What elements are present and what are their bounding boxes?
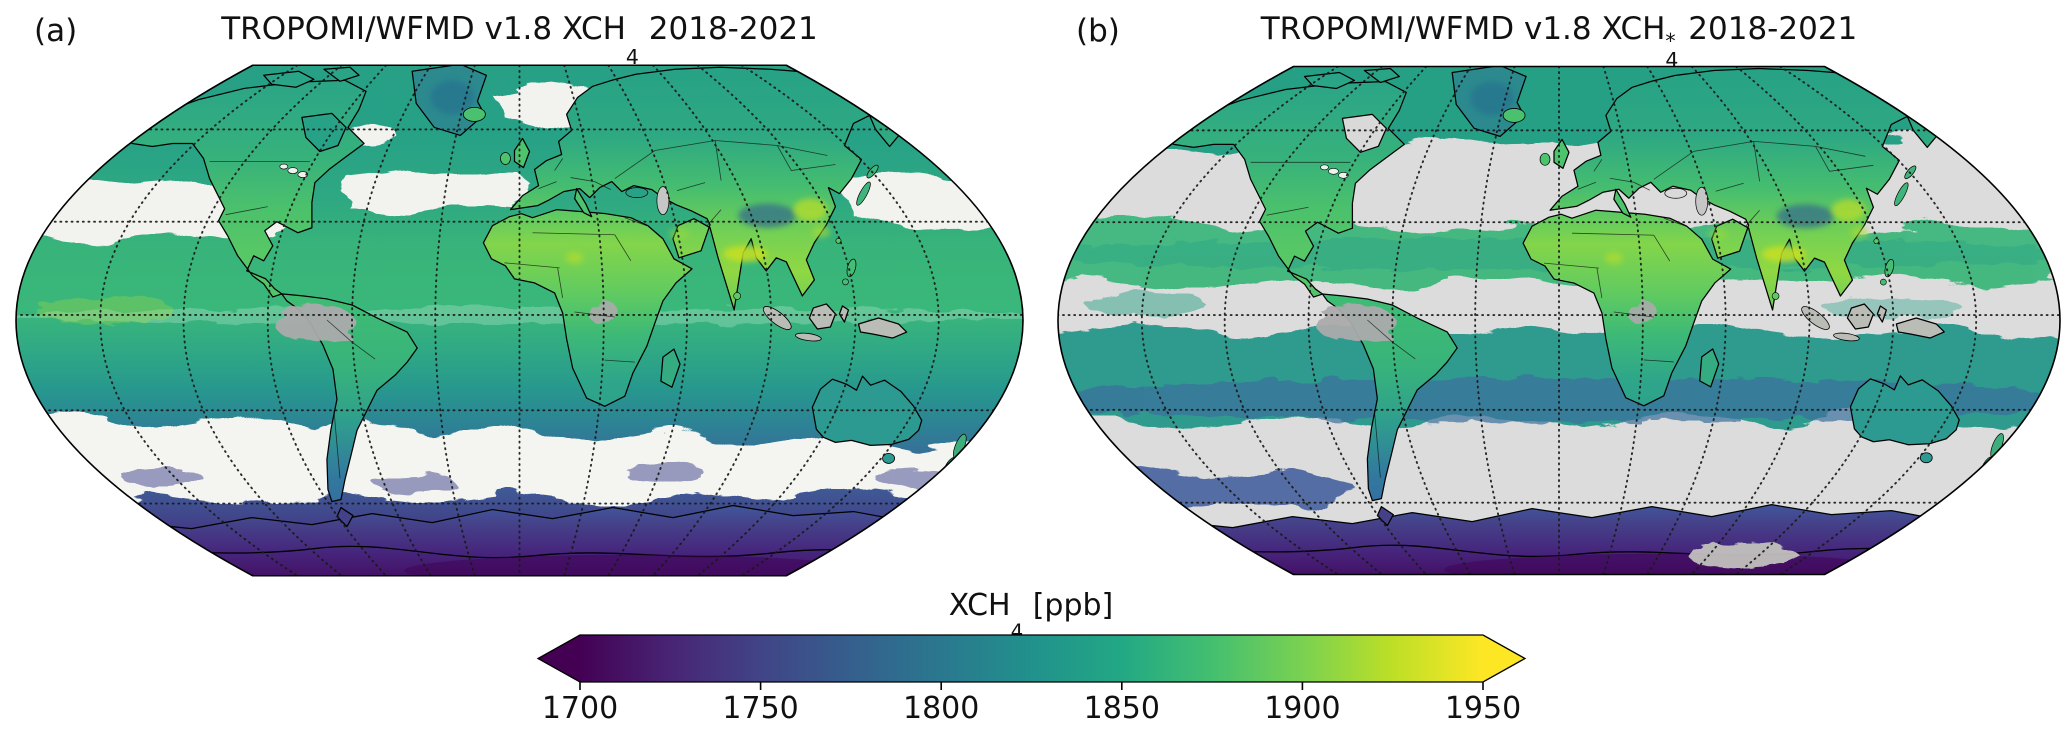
colorbar-tick-1950: 1950 — [1444, 691, 1522, 726]
panel-a-title: TROPOMI/WFMD v1.8 XCH 4 2018-2021 — [221, 11, 818, 69]
panel-b-map — [1055, 57, 2063, 584]
colorbar-extend-max-arrow — [1483, 635, 1525, 682]
panel-b-title-subscript: * 4 — [1665, 28, 1679, 72]
colorbar-tick-1900: 1900 — [1264, 691, 1341, 726]
panel-b-label: (b) — [1076, 13, 1120, 49]
colorbar-tick-1850: 1850 — [1083, 691, 1160, 726]
colorbar-tick-1700: 1700 — [541, 691, 619, 726]
panel-b-title-text: TROPOMI/WFMD v1.8 XCH — [1260, 11, 1666, 47]
world-map-b-xch4-quality-filtered — [1057, 65, 2061, 576]
colorbar-tick-1800: 1800 — [903, 691, 980, 726]
colorbar-gradient — [536, 634, 1527, 690]
panel-b-title: TROPOMI/WFMD v1.8 XCH * 4 2018-2021 — [1260, 11, 1858, 72]
colorbar-tick-marks — [579, 682, 1484, 690]
colorbar-extend-min-arrow — [538, 635, 580, 682]
colorbar-title: XCH 4 [ppb] — [948, 588, 1114, 644]
world-map-a-xch4 — [15, 64, 1024, 577]
antarctic-missing-patch — [1688, 542, 1799, 569]
panel-a-label: (a) — [34, 13, 78, 49]
panel-a-map — [13, 57, 1026, 584]
colorbar — [528, 629, 1536, 693]
colorbar-viridis-ramp — [580, 635, 1483, 682]
colorbar-tick-1750: 1750 — [722, 691, 799, 726]
panel-a-title-text: TROPOMI/WFMD v1.8 XCH — [221, 11, 626, 47]
panel-a-title-subscript: 4 — [625, 44, 639, 69]
